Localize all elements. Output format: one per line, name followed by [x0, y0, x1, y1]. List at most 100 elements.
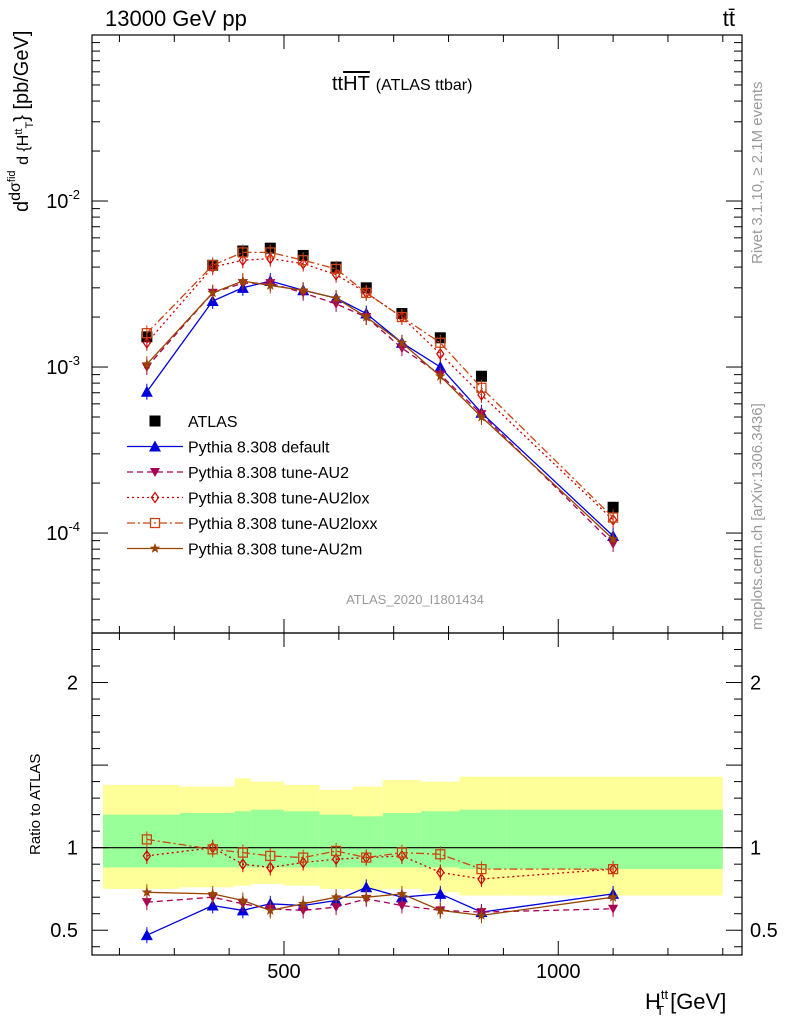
x-axis-label: Htt T [GeV]: [645, 987, 726, 1018]
main-series-3-point-8: [436, 347, 445, 360]
main-title: ttHT (ATLAS ttbar): [332, 73, 472, 95]
ratio-band-inner-0: [102, 814, 180, 868]
main-series-5-point-3: [265, 280, 276, 290]
ratio-series-1-point-5: [331, 903, 342, 913]
ratio-series-3-line: [146, 838, 614, 870]
main-panel: 10-4 10-3 10-2 ttHT (ATLAS ttbar) ATLAS_202…: [6, 31, 743, 634]
watermark: ATLAS_2020_I1801434: [346, 592, 484, 607]
main-axis-ticks: 10-4 10-3 10-2: [46, 34, 742, 633]
main-y-tick-label-2: 10-2: [46, 187, 80, 213]
main-series-0-point-10: [607, 501, 619, 513]
main-series-3-point-9: [477, 388, 486, 401]
legend-label-2: Pythia 8.308 tune-AU2: [188, 465, 349, 482]
energy-label: 13000 GeV pp: [105, 6, 247, 31]
legend-label-0: ATLAS: [188, 414, 238, 431]
ratio-series-3-point-2: [237, 847, 248, 858]
x-tick-label-0: 500: [267, 961, 300, 983]
legend-marker-3: [150, 491, 160, 504]
ratio-series-3-point-9: [476, 863, 487, 875]
main-series-3-point-2: [238, 254, 248, 267]
ratio-band-inner-10: [506, 809, 723, 870]
main-series-5-point-8: [435, 370, 446, 381]
rivet-label: Rivet 3.1.10, ≥ 2.1M events: [749, 82, 766, 265]
ratio-plot-area: [92, 776, 742, 944]
ratio-series-2-line: [146, 847, 614, 880]
main-title-main: tt: [332, 73, 344, 95]
main-title-sub: (ATLAS ttbar): [376, 77, 473, 94]
main-series-4-point-6: [361, 287, 372, 298]
ratio-series-2-point-9: [477, 872, 486, 886]
main-series-5-point-1: [207, 287, 218, 298]
ratio-series-3-point-4: [298, 852, 309, 863]
main-series-5-point-5: [330, 292, 342, 303]
ratio-series-4-point-8: [435, 904, 446, 915]
main-y-tick-label-1: 10-3: [46, 353, 80, 379]
legend-marker-1: [149, 440, 161, 452]
main-series-4: [141, 244, 619, 526]
legend-label-3: Pythia 8.308 tune-AU2lox: [188, 491, 369, 508]
ratio-y-tick-label-left-2: 2: [67, 673, 78, 695]
main-series-4-point-0: [141, 327, 153, 339]
ratio-y-tick-label-right-0: 0.5: [750, 920, 778, 942]
main-series-2-line: [146, 282, 614, 545]
main-series-3-point-4: [298, 257, 308, 270]
main-series-1-point-8: [434, 361, 447, 373]
legend: ATLAS Pythia 8.308 default Pythia 8.308 tu…: [127, 414, 377, 559]
main-series-5: [141, 272, 619, 548]
ratio-series-4-point-6: [361, 891, 372, 902]
ratio-series-4-point-2: [237, 895, 249, 905]
ratio-y-tick-label-right-2: 2: [750, 673, 761, 695]
ratio-y-axis-label: Ratio to ATLAS: [27, 754, 44, 855]
ratio-series-0-point-6: [360, 881, 373, 893]
main-series-5-point-0: [141, 358, 153, 369]
main-series-4-line: [146, 251, 614, 518]
main-series-5-point-10: [607, 533, 619, 544]
ratio-series-4-point-10: [607, 891, 619, 902]
ratio-series-2-point-8: [436, 866, 445, 879]
main-y-tick-label-0: 10-4: [46, 519, 80, 545]
ratio-series-2-point-7: [397, 849, 407, 862]
ratio-series-0-point-8: [434, 887, 447, 899]
main-series-4-point-7: [396, 311, 408, 323]
main-series-3-point-0: [142, 336, 152, 349]
ratio-band-inner-9: [459, 809, 507, 870]
main-series-5-point-4: [298, 284, 309, 295]
ratio-frame: [91, 632, 743, 956]
ratio-series-2-point-5: [331, 853, 341, 866]
ratio-series-4: [141, 884, 619, 924]
ratio-series-3-point-1: [207, 844, 218, 855]
main-series-4-point-8: [435, 337, 446, 348]
main-series-5-point-9: [476, 411, 487, 422]
ratio-y-tick-label-left-1: 1: [67, 838, 78, 860]
legend-marker-0: [149, 415, 161, 427]
legend-marker-4: [149, 517, 161, 529]
ratio-y-tick-label-left-0: 0.5: [50, 920, 78, 942]
legend-label-5: Pythia 8.308 tune-AU2m: [188, 542, 362, 559]
ratio-band-inner-6: [352, 816, 383, 868]
ratio-series-4-point-5: [330, 891, 342, 902]
ratio-band-inner-3: [251, 809, 284, 868]
main-title-over: HT: [343, 73, 370, 95]
main-series-5-point-7: [396, 337, 408, 348]
main-series-4-point-10: [607, 512, 619, 523]
main-series-4-point-2: [237, 247, 248, 258]
process-label: tt̄: [723, 6, 735, 31]
ratio-series-3: [141, 831, 619, 878]
ratio-series-1-point-7: [396, 901, 407, 911]
main-series-4-point-9: [476, 382, 487, 393]
legend-label-1: Pythia 8.308 default: [188, 440, 330, 457]
ratio-series-2-point-3: [266, 861, 275, 874]
main-series-4-point-5: [330, 263, 342, 275]
ratio-band-inner-1: [179, 812, 235, 868]
main-series-5-point-6: [361, 311, 372, 322]
main-series-5-point-2: [237, 275, 249, 286]
ratio-series-3-point-7: [396, 847, 408, 858]
ratio-series-3-point-6: [361, 852, 372, 863]
ratio-axis-ticks: 500 1000 0.5 0.5 1 1 2 2: [50, 633, 778, 983]
ratio-series-3-point-5: [330, 845, 342, 857]
svg-text:ddσfid d {HttT} [pb/GeV]: ddσfid d {HttT} [pb/GeV]: [6, 31, 36, 212]
main-series-1-point-0: [140, 385, 153, 397]
ratio-series-4-point-4: [298, 898, 309, 909]
ratio-series-4-point-9: [476, 909, 487, 920]
ratio-series-1-point-0: [141, 898, 152, 908]
